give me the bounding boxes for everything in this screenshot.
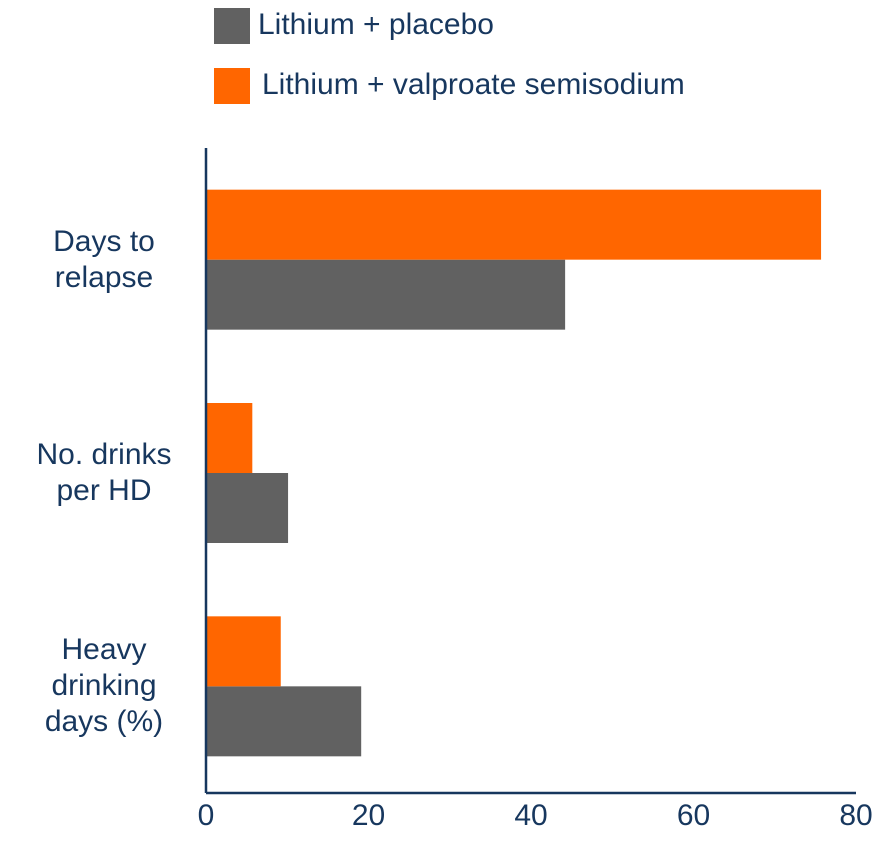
x-tick-label: 0 xyxy=(198,799,215,832)
legend-swatch xyxy=(214,68,250,104)
x-tick-label: 20 xyxy=(352,799,385,832)
y-tick-label: Days to relapse xyxy=(53,224,155,294)
x-tick-label: 60 xyxy=(677,799,710,832)
y-tick-label: No. drinks per HD xyxy=(36,438,172,507)
x-tick-label: 40 xyxy=(514,799,547,832)
bar xyxy=(206,616,281,687)
bar xyxy=(206,259,566,330)
bar xyxy=(206,686,362,757)
legend-label: Lithium + valproate semisodium xyxy=(262,68,685,101)
x-tick-label: 80 xyxy=(839,799,872,832)
bar xyxy=(206,403,253,473)
bar xyxy=(206,189,822,260)
y-tick-label: Heavy drinking days (%) xyxy=(44,633,164,739)
legend-swatch xyxy=(214,8,250,44)
bar xyxy=(206,473,289,543)
legend-label: Lithium + placebo xyxy=(258,8,494,41)
